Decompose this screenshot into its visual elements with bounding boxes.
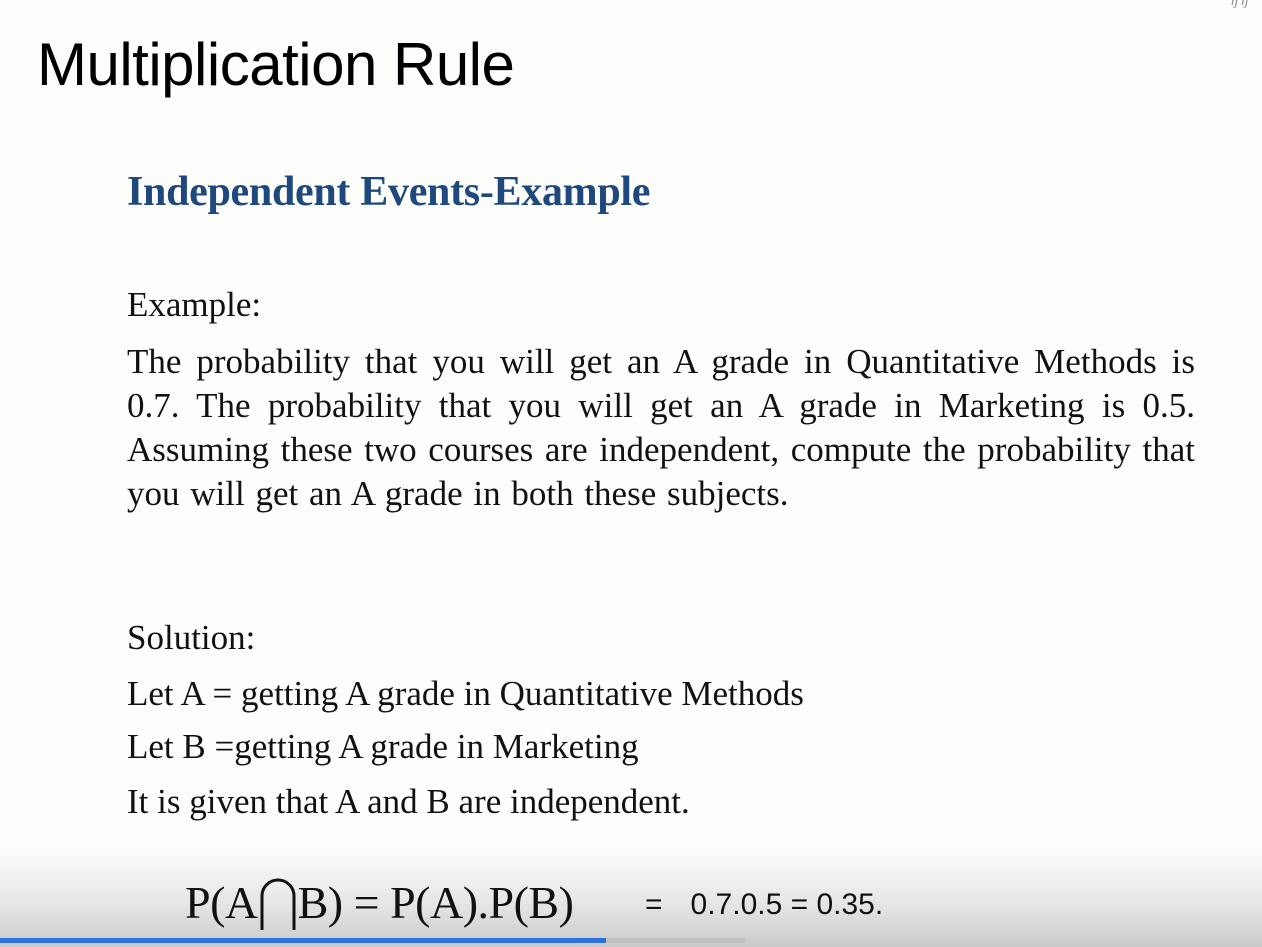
example-label: Example: xyxy=(127,285,262,324)
formula: P(A B) = P(A).P(B) xyxy=(185,872,574,932)
formula-left-open: P(A xyxy=(185,877,258,928)
formula-result: = 0.7.0.5 = 0.35. xyxy=(645,888,883,922)
solution-line-independent: It is given that A and B are independent… xyxy=(127,782,690,821)
video-control-overlay xyxy=(0,847,1262,947)
solution-label: Solution: xyxy=(127,618,256,657)
video-progress-fill[interactable] xyxy=(0,938,606,943)
slide-subtitle: Independent Events-Example xyxy=(127,169,651,215)
solution-line-b: Let B =getting A grade in Marketing xyxy=(127,727,639,766)
formula-result-value: 0.7.0.5 = 0.35. xyxy=(690,888,884,921)
formula-left-close: B) = P(A).P(B) xyxy=(297,877,574,928)
formula-equals: = xyxy=(645,888,663,921)
slide-title: Multiplication Rule xyxy=(37,31,515,98)
page-corner-mark: ŋ ŋ xyxy=(1231,0,1248,9)
solution-line-a: Let A = getting A grade in Quantitative … xyxy=(127,674,804,713)
intersection-icon xyxy=(256,872,300,932)
example-paragraph: The probability that you will get an A g… xyxy=(127,342,1195,513)
